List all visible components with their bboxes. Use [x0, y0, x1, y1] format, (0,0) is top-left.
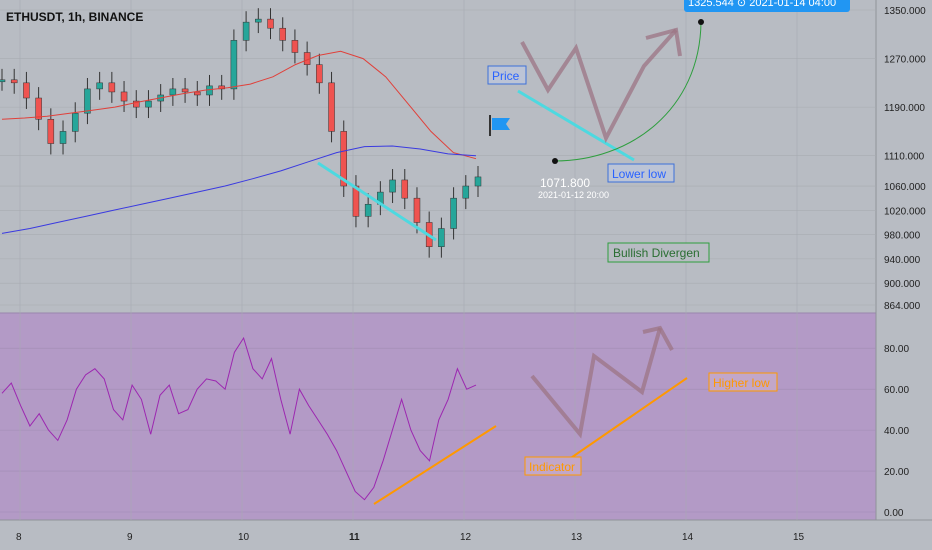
start-point-marker [552, 158, 558, 164]
candle-body [450, 197, 457, 229]
bullish-divergence-label: Bullish Divergen [613, 246, 700, 260]
rsi-divergence-line [373, 425, 497, 505]
flag-icon[interactable] [492, 118, 510, 130]
candle-body [84, 88, 91, 114]
point-price-label: 1071.800 [540, 176, 590, 190]
time-tick-label: 15 [793, 532, 805, 543]
candle-body [267, 18, 274, 29]
higher-low-label: Higher low [713, 376, 770, 390]
lower-low-box[interactable] [607, 163, 675, 183]
price-label: Price [492, 69, 520, 83]
candle-body [230, 40, 238, 90]
ma-long-line [1, 145, 477, 234]
candle-body [71, 112, 79, 132]
candle-body [279, 27, 286, 41]
candle-body [59, 131, 67, 144]
candle-body [316, 64, 323, 84]
chart-title: ETHUSDT, 1h, BINANCE [6, 10, 143, 24]
time-tick-label: 8 [16, 532, 22, 543]
rsi-tick-label: 40.00 [884, 426, 909, 437]
candle-body [413, 197, 421, 223]
price-tick-label: 900.000 [884, 279, 921, 290]
time-tick-label: 10 [238, 532, 250, 543]
candle-body [328, 82, 335, 132]
bullish-divergence-box[interactable] [607, 242, 710, 263]
candle-body [291, 40, 299, 53]
candle-body [474, 176, 482, 187]
rsi-tick-label: 60.00 [884, 385, 909, 396]
price-tick-label: 980.000 [884, 231, 921, 242]
candle-body [242, 21, 250, 41]
target-tag-box[interactable] [684, 0, 850, 12]
candle-body [120, 91, 128, 102]
rsi-tick-label: 20.00 [884, 467, 909, 478]
candle-body [10, 79, 18, 84]
indicator-label-box[interactable] [524, 456, 582, 476]
ma-short-line [1, 50, 477, 160]
time-tick-label: 9 [127, 532, 133, 543]
rsi-series-group [1, 336, 477, 501]
rsi-projection-path [530, 327, 662, 439]
candle-body [206, 85, 213, 96]
price-panel [0, 0, 876, 297]
lower-low-label: Lower low [612, 167, 666, 181]
candle-body [401, 179, 409, 199]
candle-body [169, 88, 177, 96]
price-label-box[interactable] [487, 65, 527, 85]
candle-body [133, 100, 140, 108]
price-tick-label: 1060.000 [884, 182, 926, 193]
price-tick-label: 1110.000 [884, 152, 925, 163]
rsi-tick-label: 0.00 [884, 508, 904, 519]
rsi-panel [0, 313, 876, 520]
rsi-tick-label: 80.00 [884, 344, 909, 355]
price-tick-label: 940.000 [884, 255, 921, 266]
target-tag-label: 1325.544 ⊙ 2021-01-14 04:00 [688, 0, 836, 9]
candle-body [96, 82, 103, 90]
rsi-projection-arrowhead [642, 325, 674, 351]
rsi-projection-line [564, 377, 688, 463]
candle-body [364, 203, 372, 217]
candle-body [35, 97, 42, 120]
candle-body [438, 228, 445, 247]
candle-body [0, 79, 6, 83]
time-axis: 8 9 10 11 12 13 14 15 [16, 532, 805, 543]
indicator-label: Indicator [529, 460, 575, 474]
rsi-line [1, 336, 477, 501]
candle-body [108, 82, 116, 93]
price-tick-label: 1270.000 [884, 55, 926, 66]
price-projection-path [520, 28, 678, 144]
projection-divergence-line [517, 89, 635, 162]
target-curve [554, 21, 702, 162]
point-time-label: 2021-01-12 20:00 [538, 190, 609, 200]
price-projection-arrowhead [645, 27, 682, 57]
price-axis: 1350.000 1270.000 1190.000 1110.000 1060.000… [884, 6, 926, 312]
price-tick-label: 1190.000 [884, 103, 925, 114]
time-tick-label: 14 [682, 532, 694, 543]
candle-body [462, 185, 470, 199]
time-tick-label: 11 [349, 532, 360, 543]
target-point-marker [698, 19, 704, 25]
rsi-axis: 80.00 60.00 40.00 20.00 0.00 [884, 344, 909, 519]
price-tick-label: 1350.000 [884, 6, 926, 17]
time-tick-label: 13 [571, 532, 583, 543]
candle-body [218, 85, 225, 90]
candle-body [23, 82, 30, 99]
time-tick-label: 12 [460, 532, 472, 543]
price-tick-label: 1020.000 [884, 206, 926, 217]
candle-body [181, 88, 189, 93]
candle-body [194, 91, 201, 96]
higher-low-box[interactable] [708, 372, 778, 392]
candle-body [255, 18, 262, 23]
candle-body [340, 131, 347, 187]
price-divergence-line [317, 161, 437, 242]
candle-body [145, 100, 152, 108]
price-tick-label: 864.000 [884, 301, 921, 312]
candle-body [47, 119, 55, 144]
candle-body [389, 179, 396, 193]
